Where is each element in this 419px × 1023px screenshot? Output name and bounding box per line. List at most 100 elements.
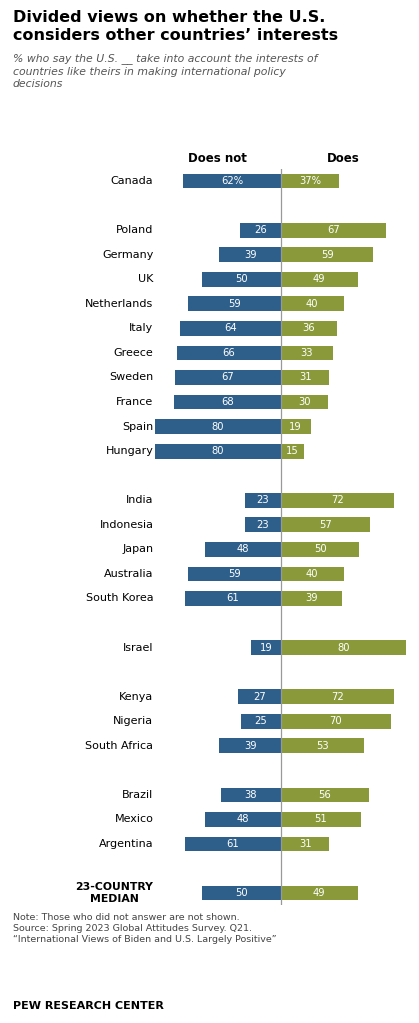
Bar bbox=[281, 346, 333, 360]
Text: Canada: Canada bbox=[111, 176, 153, 186]
Text: Indonesia: Indonesia bbox=[99, 520, 153, 530]
Bar bbox=[238, 690, 281, 704]
Bar bbox=[176, 370, 281, 385]
Bar bbox=[281, 886, 358, 900]
Text: 23-COUNTRY
MEDIAN: 23-COUNTRY MEDIAN bbox=[75, 882, 153, 904]
Text: Japan: Japan bbox=[122, 544, 153, 554]
Text: 48: 48 bbox=[237, 814, 249, 825]
Text: 61: 61 bbox=[226, 593, 239, 604]
Bar bbox=[220, 739, 281, 753]
Text: South Africa: South Africa bbox=[85, 741, 153, 751]
Text: 25: 25 bbox=[255, 716, 267, 726]
Text: 39: 39 bbox=[244, 741, 256, 751]
Text: 67: 67 bbox=[327, 225, 340, 235]
Text: 15: 15 bbox=[286, 446, 299, 456]
Text: Australia: Australia bbox=[104, 569, 153, 579]
Text: 50: 50 bbox=[314, 544, 326, 554]
Bar bbox=[281, 444, 304, 458]
Text: Italy: Italy bbox=[129, 323, 153, 333]
Text: 27: 27 bbox=[253, 692, 266, 702]
Text: 31: 31 bbox=[299, 372, 311, 383]
Bar bbox=[281, 714, 391, 728]
Bar bbox=[221, 788, 281, 802]
Text: 36: 36 bbox=[303, 323, 316, 333]
Bar bbox=[281, 837, 329, 851]
Text: Spain: Spain bbox=[122, 421, 153, 432]
Text: % who say the U.S. __ take into account the interests of
countries like theirs i: % who say the U.S. __ take into account … bbox=[13, 53, 317, 89]
Bar bbox=[281, 518, 370, 532]
Text: 51: 51 bbox=[314, 814, 327, 825]
Bar bbox=[281, 174, 339, 188]
Text: Germany: Germany bbox=[102, 250, 153, 260]
Text: 49: 49 bbox=[313, 274, 326, 284]
Text: 33: 33 bbox=[300, 348, 313, 358]
Text: Greece: Greece bbox=[114, 348, 153, 358]
Text: Israel: Israel bbox=[123, 642, 153, 653]
Bar bbox=[281, 812, 361, 827]
Text: 19: 19 bbox=[259, 642, 272, 653]
Text: PEW RESEARCH CENTER: PEW RESEARCH CENTER bbox=[13, 1000, 163, 1011]
Text: South Korea: South Korea bbox=[86, 593, 153, 604]
Bar bbox=[245, 518, 281, 532]
Text: 53: 53 bbox=[316, 741, 328, 751]
Text: Brazil: Brazil bbox=[122, 790, 153, 800]
Bar bbox=[281, 395, 328, 409]
Text: 50: 50 bbox=[235, 888, 248, 898]
Bar bbox=[251, 640, 281, 655]
Bar bbox=[188, 567, 281, 581]
Text: 38: 38 bbox=[245, 790, 257, 800]
Text: 50: 50 bbox=[235, 274, 248, 284]
Bar bbox=[180, 321, 281, 336]
Text: 70: 70 bbox=[329, 716, 342, 726]
Text: 62%: 62% bbox=[221, 176, 243, 186]
Text: 59: 59 bbox=[228, 299, 241, 309]
Bar bbox=[281, 567, 344, 581]
Text: Note: Those who did not answer are not shown.
Source: Spring 2023 Global Attitud: Note: Those who did not answer are not s… bbox=[13, 913, 276, 943]
Bar bbox=[281, 272, 358, 286]
Text: 40: 40 bbox=[306, 569, 318, 579]
Text: 23: 23 bbox=[256, 520, 269, 530]
Bar bbox=[281, 542, 359, 557]
Bar bbox=[281, 493, 394, 507]
Bar bbox=[185, 837, 281, 851]
Text: UK: UK bbox=[138, 274, 153, 284]
Text: 19: 19 bbox=[289, 421, 302, 432]
Bar bbox=[185, 591, 281, 606]
Bar bbox=[281, 248, 373, 262]
Text: 80: 80 bbox=[337, 642, 350, 653]
Text: Hungary: Hungary bbox=[106, 446, 153, 456]
Text: Divided views on whether the U.S.
considers other countries’ interests: Divided views on whether the U.S. consid… bbox=[13, 10, 338, 43]
Bar bbox=[205, 812, 281, 827]
Text: 67: 67 bbox=[222, 372, 235, 383]
Bar bbox=[281, 419, 310, 434]
Text: France: France bbox=[116, 397, 153, 407]
Bar bbox=[202, 272, 281, 286]
Bar bbox=[281, 370, 329, 385]
Text: Sweden: Sweden bbox=[109, 372, 153, 383]
Text: Kenya: Kenya bbox=[119, 692, 153, 702]
Text: 48: 48 bbox=[237, 544, 249, 554]
Text: 61: 61 bbox=[226, 839, 239, 849]
Bar bbox=[202, 886, 281, 900]
Text: 39: 39 bbox=[244, 250, 256, 260]
Text: 57: 57 bbox=[319, 520, 332, 530]
Text: 23: 23 bbox=[256, 495, 269, 505]
Text: Argentina: Argentina bbox=[99, 839, 153, 849]
Bar bbox=[155, 419, 281, 434]
Text: 39: 39 bbox=[305, 593, 318, 604]
Bar bbox=[281, 788, 369, 802]
Bar bbox=[220, 248, 281, 262]
Text: 56: 56 bbox=[318, 790, 331, 800]
Bar bbox=[188, 297, 281, 311]
Bar bbox=[281, 297, 344, 311]
Text: 59: 59 bbox=[321, 250, 334, 260]
Bar bbox=[281, 739, 364, 753]
Text: India: India bbox=[126, 495, 153, 505]
Text: 49: 49 bbox=[313, 888, 326, 898]
Bar bbox=[240, 223, 281, 237]
Text: 59: 59 bbox=[228, 569, 241, 579]
Text: 30: 30 bbox=[298, 397, 310, 407]
Text: 66: 66 bbox=[222, 348, 235, 358]
Bar bbox=[281, 321, 337, 336]
Bar bbox=[174, 395, 281, 409]
